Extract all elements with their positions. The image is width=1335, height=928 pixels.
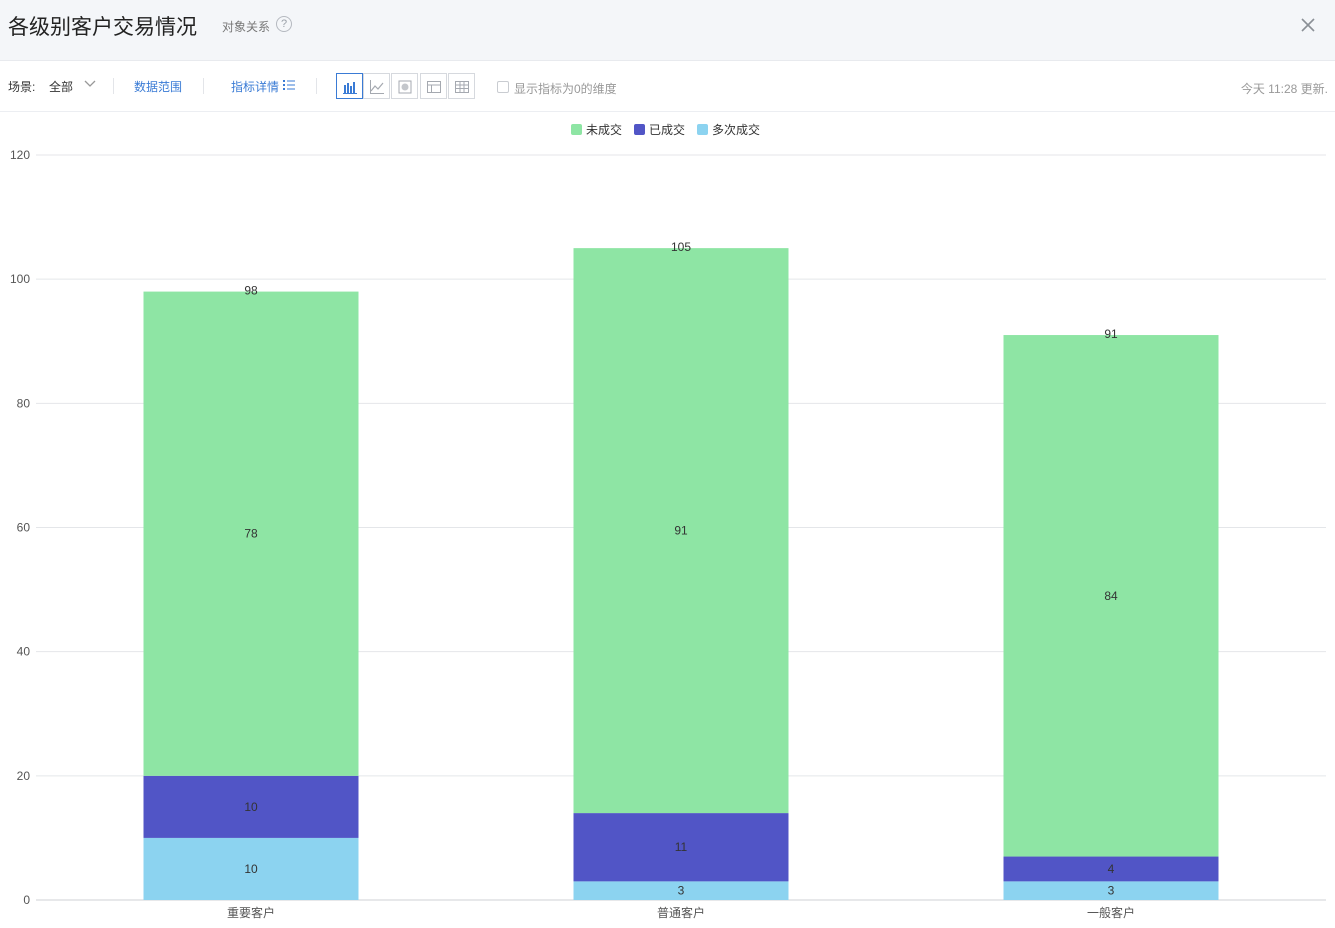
data-label: 78 xyxy=(244,527,258,541)
bar-segment xyxy=(143,775,359,838)
data-label: 91 xyxy=(674,524,688,538)
data-label: 84 xyxy=(1104,589,1118,603)
grid-table-view-button[interactable] xyxy=(448,73,475,99)
data-label: 11 xyxy=(675,840,688,854)
legend-swatch xyxy=(697,124,708,135)
grid-table-icon xyxy=(455,81,469,93)
y-tick-label: 80 xyxy=(17,396,31,410)
y-tick-label: 120 xyxy=(10,148,30,162)
bar-segment xyxy=(1003,335,1219,857)
divider xyxy=(203,78,204,94)
x-tick-label: 重要客户 xyxy=(227,905,275,920)
bar-segment xyxy=(573,248,789,814)
legend-swatch xyxy=(634,124,645,135)
legend-item-多次成交[interactable]: 多次成交 xyxy=(697,121,760,138)
bar-chart-icon xyxy=(343,82,357,94)
scene-label: 场景: xyxy=(8,80,36,94)
legend-item-未成交[interactable]: 未成交 xyxy=(571,121,622,138)
toolbar: 场景: 全部 数据范围 指标详情 xyxy=(0,62,1335,112)
bar-segment xyxy=(143,837,359,900)
object-relation-label: 对象关系 xyxy=(222,20,271,34)
help-circle-icon[interactable]: ? xyxy=(276,16,292,32)
data-label: 4 xyxy=(1108,862,1115,876)
y-tick-label: 0 xyxy=(23,893,30,907)
pie-chart-icon xyxy=(398,80,412,94)
metric-detail-link[interactable]: 指标详情 xyxy=(231,80,280,94)
bar-segment xyxy=(573,813,789,882)
legend-label: 未成交 xyxy=(586,123,623,137)
divider xyxy=(316,78,317,94)
y-tick-label: 100 xyxy=(10,272,30,286)
total-label: 91 xyxy=(1104,327,1118,341)
line-chart-icon xyxy=(370,80,384,94)
scene-select[interactable]: 全部 xyxy=(49,80,74,94)
table-view-button[interactable] xyxy=(420,73,447,99)
x-tick-label: 一般客户 xyxy=(1087,905,1135,920)
total-label: 105 xyxy=(671,240,691,254)
y-tick-label: 60 xyxy=(17,521,31,535)
dialog-header: 各级别客户交易情况 对象关系 ? xyxy=(0,0,1335,61)
page-title: 各级别客户交易情况 xyxy=(8,16,197,39)
data-range-link[interactable]: 数据范围 xyxy=(134,80,183,94)
table-icon xyxy=(427,81,441,93)
bar-segment xyxy=(1003,881,1219,900)
show-zero-checkbox[interactable] xyxy=(497,81,509,93)
legend-swatch xyxy=(571,124,582,135)
y-tick-label: 40 xyxy=(17,645,31,659)
data-label: 10 xyxy=(244,862,258,876)
bar-segment xyxy=(573,881,789,900)
total-label: 98 xyxy=(244,284,258,298)
data-label: 10 xyxy=(244,800,258,814)
bar-segment xyxy=(1003,856,1219,882)
updated-timestamp: 今天 11:28 更新. xyxy=(1240,82,1328,96)
legend-item-已成交[interactable]: 已成交 xyxy=(634,121,685,138)
x-tick-label: 普通客户 xyxy=(657,905,705,920)
close-icon[interactable] xyxy=(1297,14,1319,36)
data-label: 3 xyxy=(678,884,685,898)
pie-chart-view-button[interactable] xyxy=(391,73,418,99)
chevron-down-icon[interactable] xyxy=(84,80,96,88)
bar-chart-view-button[interactable] xyxy=(336,73,363,99)
line-chart-view-button[interactable] xyxy=(363,73,390,99)
bar-segment xyxy=(143,291,359,776)
list-icon[interactable] xyxy=(283,79,295,91)
divider xyxy=(113,78,114,94)
y-tick-label: 20 xyxy=(17,769,31,783)
data-label: 3 xyxy=(1108,884,1115,898)
legend-label: 已成交 xyxy=(649,123,686,137)
show-zero-label: 显示指标为0的维度 xyxy=(514,82,617,96)
legend-label: 多次成交 xyxy=(712,123,761,137)
